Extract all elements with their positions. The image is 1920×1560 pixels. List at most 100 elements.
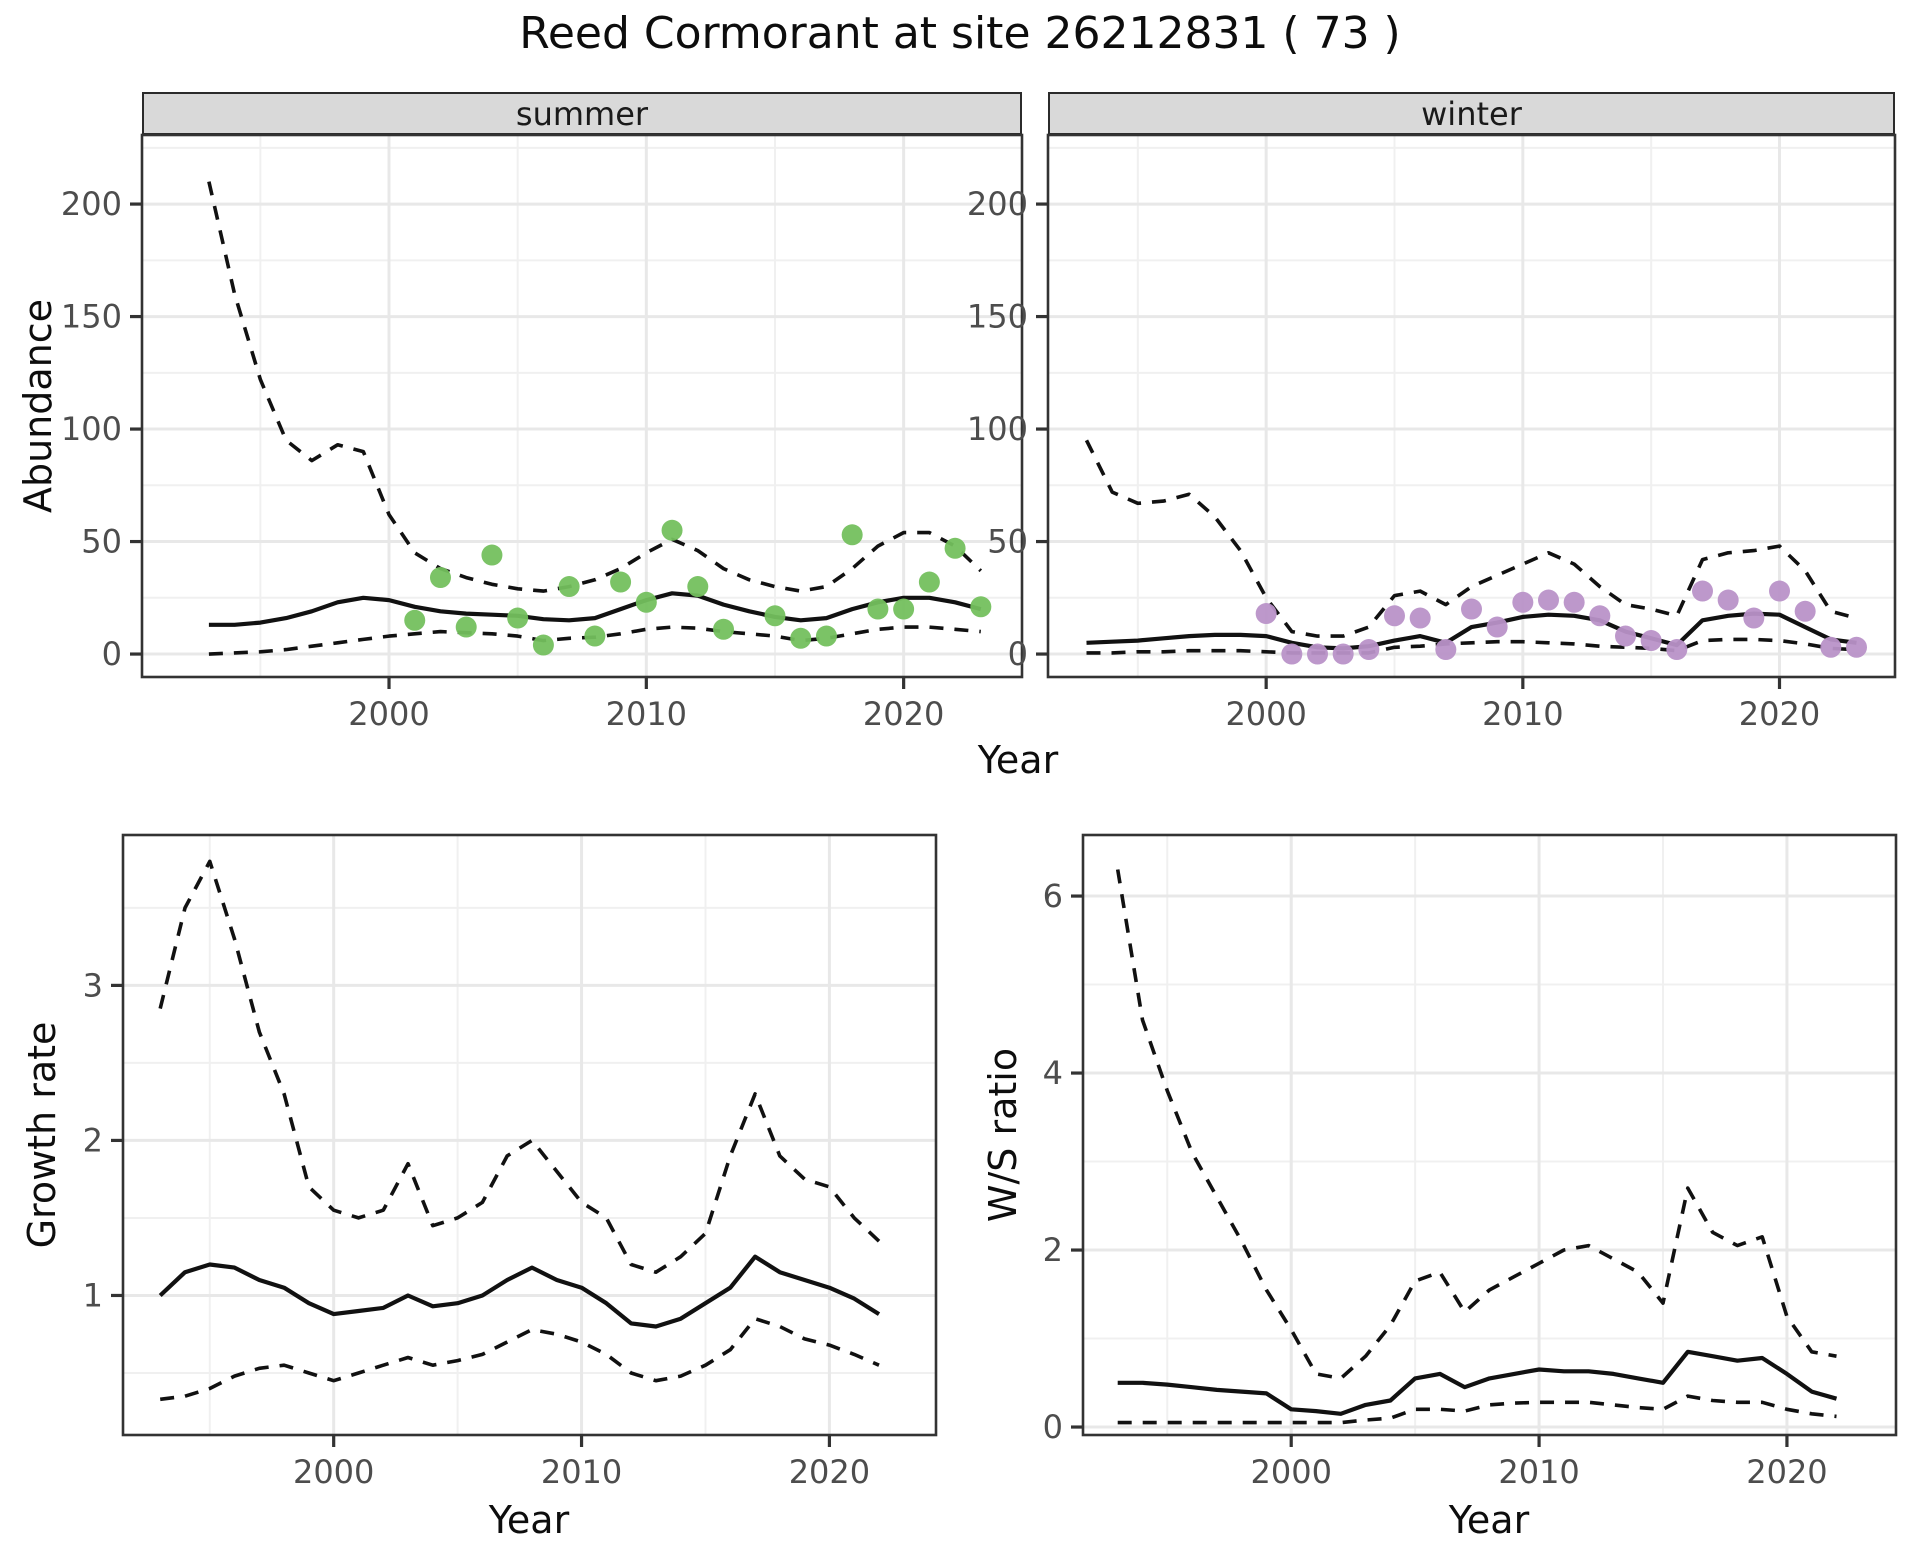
data-point — [1589, 605, 1611, 627]
y-axis-title-ws-ratio: W/S ratio — [981, 1047, 1025, 1223]
data-point — [661, 519, 683, 541]
data-point — [481, 544, 503, 566]
x-tick-label: 2010 — [1482, 695, 1563, 733]
data-point — [429, 567, 451, 589]
line-mean — [208, 591, 982, 627]
x-axis-title-year-bottom-left: Year — [488, 1498, 570, 1542]
y-tick-label: 150 — [61, 298, 122, 336]
line-upper_ci — [1084, 439, 1857, 638]
data-point — [1486, 616, 1508, 638]
line-mean — [1086, 611, 1857, 651]
line-lower_ci — [1086, 637, 1857, 655]
data-point — [1461, 598, 1482, 620]
line-lower_ci — [1117, 1394, 1837, 1425]
panel-background — [1083, 835, 1896, 1435]
data-point — [1409, 607, 1431, 629]
y-tick-label: 200 — [967, 185, 1028, 223]
facet-strip-summer: summer — [142, 92, 1022, 135]
y-tick-label: 100 — [967, 410, 1028, 448]
data-point — [1820, 636, 1842, 658]
panel-abundance_winter: 2000 2010 2020 0 50 100 150 200 — [967, 133, 1897, 733]
data-point — [893, 598, 915, 620]
series-group — [1084, 439, 1867, 665]
x-tick-label: 2020 — [1746, 1453, 1827, 1491]
y-tick-label: 150 — [967, 298, 1028, 336]
line-upper_ci — [1115, 869, 1837, 1381]
x-tick-label: 2000 — [1225, 695, 1306, 733]
data-point — [687, 576, 709, 598]
panel-background — [123, 835, 936, 1435]
panel-border — [121, 833, 938, 1437]
line-lower_ci — [159, 1316, 880, 1402]
data-point — [1255, 603, 1277, 625]
y-tick-label: 2 — [1043, 1231, 1063, 1269]
series-group — [207, 181, 992, 656]
data-point — [867, 598, 889, 620]
data-point — [1435, 639, 1457, 661]
panel-growth_rate: 2000 2010 2020 1 2 3 — [83, 833, 938, 1491]
y-axis-title-growth-rate: Growth rate — [20, 1021, 64, 1249]
panel-background — [142, 135, 1022, 677]
data-point — [404, 609, 426, 631]
data-point — [713, 618, 735, 640]
y-tick-label: 100 — [61, 410, 122, 448]
data-point — [944, 537, 966, 559]
chart-title: Reed Cormorant at site 26212831 ( 73 ) — [519, 8, 1401, 59]
y-tick-label: 6 — [1043, 877, 1063, 915]
x-tick-label: 2020 — [789, 1453, 870, 1491]
facet-label-winter: winter — [1421, 94, 1522, 133]
line-upper_ci — [207, 181, 983, 593]
data-point — [1538, 589, 1559, 611]
line-mean — [158, 1254, 881, 1329]
data-point — [1846, 636, 1867, 658]
y-tick-label: 50 — [987, 523, 1028, 561]
x-tick-label: 2000 — [293, 1453, 374, 1491]
data-point — [532, 634, 554, 656]
data-point — [918, 571, 940, 593]
y-tick-label: 0 — [1043, 1408, 1063, 1446]
data-point — [1384, 605, 1405, 627]
data-point — [1692, 580, 1713, 602]
data-point — [764, 605, 786, 627]
data-point — [1717, 589, 1739, 611]
data-point — [1307, 643, 1328, 665]
x-tick-label: 2010 — [1498, 1453, 1579, 1491]
y-tick-label: 3 — [83, 966, 103, 1004]
data-point — [610, 571, 632, 593]
data-point — [584, 625, 606, 647]
data-point — [507, 607, 529, 629]
x-tick-label: 2020 — [1739, 695, 1820, 733]
facet-strip-winter: winter — [1048, 92, 1895, 135]
panel-background — [1048, 135, 1895, 677]
y-tick-label: 200 — [61, 185, 122, 223]
y-tick-label: 50 — [81, 523, 122, 561]
panel-border — [1081, 833, 1898, 1437]
data-point — [558, 576, 580, 598]
x-tick-label: 2010 — [606, 695, 687, 733]
data-point — [1512, 591, 1534, 613]
data-point — [1769, 580, 1790, 602]
data-point — [1640, 630, 1662, 652]
line-mean — [1117, 1349, 1838, 1416]
facet-label-summer: summer — [515, 94, 649, 133]
data-point — [1332, 643, 1354, 665]
y-axis-title-abundance: Abundance — [16, 298, 60, 514]
y-tick-label: 0 — [102, 635, 122, 673]
data-point — [1743, 607, 1765, 629]
data-point — [790, 627, 812, 649]
data-point — [1666, 639, 1688, 661]
x-axis-title-year-top: Year — [977, 738, 1059, 782]
data-point — [1358, 639, 1380, 661]
x-tick-label: 2010 — [541, 1453, 622, 1491]
x-tick-label: 2000 — [348, 695, 429, 733]
data-point — [841, 524, 863, 546]
panel-border — [140, 133, 1024, 679]
data-point — [455, 616, 477, 638]
data-point — [1794, 600, 1816, 622]
y-tick-label: 0 — [1008, 635, 1028, 673]
x-tick-label: 2020 — [863, 695, 944, 733]
data-point — [970, 596, 992, 618]
panel-ws_ratio: 2000 2010 2020 0 2 4 6 — [1043, 833, 1898, 1491]
data-point — [1563, 591, 1585, 613]
